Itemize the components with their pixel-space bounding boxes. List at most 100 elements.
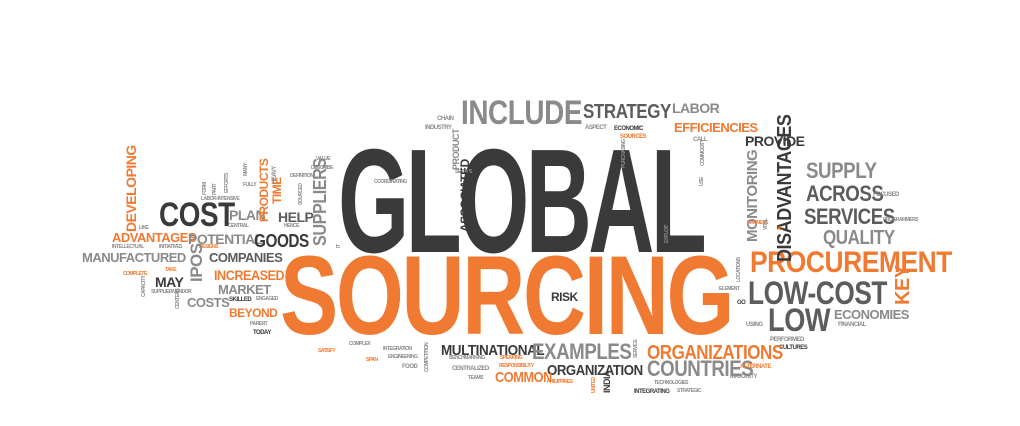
- word-key: KEY: [892, 265, 914, 305]
- word-cost: COST: [159, 196, 235, 234]
- word-initiatives: INITIATIVES: [159, 244, 183, 250]
- word-include: INCLUDE: [461, 94, 583, 132]
- word-benchmarking: BENCHMARKING: [449, 355, 485, 361]
- word-associated: ASSOCIATED: [458, 159, 472, 232]
- word-engineering: ENGINEERING: [388, 354, 418, 360]
- word-costs: COSTS: [187, 295, 230, 310]
- word-ipos: IPOS: [187, 243, 206, 282]
- word-products: PRODUCTS: [257, 158, 271, 222]
- word-part: PART: [212, 183, 218, 195]
- word-procurement: PROCUREMENT: [750, 246, 952, 279]
- word-competition: COMPETITION: [424, 342, 430, 372]
- word-aspect: ASPECT: [585, 125, 607, 131]
- word-companies: COMPANIES: [209, 250, 283, 265]
- word-majority: MAJORITY: [730, 374, 758, 380]
- word-manufactured: MANUFACTURED: [82, 250, 186, 265]
- word-strategy: STRATEGY: [583, 101, 671, 123]
- word-use: USE: [699, 177, 705, 186]
- word-coordinating: COORDINATING: [374, 179, 407, 185]
- word-plan: PLAN: [229, 207, 266, 223]
- word-economies: ECONOMIES: [834, 307, 909, 322]
- word-speaking: SPEAKING: [500, 355, 523, 361]
- word-designs: DESIGNS: [199, 244, 219, 250]
- word-sourced: SOURCED: [298, 183, 304, 205]
- word-supplier-vendor: SUPPLIER/VENDOR: [151, 289, 192, 295]
- word-fully: FULLY: [243, 182, 257, 188]
- word-integrating: INTEGRATING: [634, 389, 670, 395]
- word-efforts: EFFORTS: [224, 173, 230, 193]
- word-help: HELP: [278, 209, 314, 225]
- word-using: USING: [746, 322, 763, 328]
- word-increased: INCREASED: [214, 267, 285, 283]
- word-sourcing: SOURCING: [280, 233, 734, 358]
- word-india: INDIA: [602, 371, 612, 393]
- word-goods: GOODS: [254, 231, 309, 251]
- word-beyond: BEYOND: [229, 306, 278, 320]
- word-services: SERVICES: [804, 204, 895, 229]
- word-focused: FOCUSED: [873, 192, 899, 198]
- word-commodity: COMMODITY: [700, 139, 706, 166]
- word-cultures: CULTURES: [779, 345, 808, 351]
- word-definition: DEFINITION: [290, 173, 314, 179]
- word-complex: COMPLEX: [349, 341, 371, 347]
- word-industry: INDUSTRY: [425, 125, 452, 131]
- word-supply: SUPPLY: [806, 158, 877, 183]
- word-element: ELEMENT: [719, 286, 740, 292]
- word-al: AL: [777, 226, 783, 232]
- word-organization: ORGANIZATION: [547, 362, 643, 379]
- word-countries: COUNTRIES: [647, 356, 754, 381]
- word-economic: ECONOMIC: [614, 126, 644, 132]
- word-many: MANY: [243, 163, 249, 176]
- word-go: GO: [737, 300, 746, 306]
- word-capacity: CAPACITY: [141, 275, 147, 297]
- word-united: UNITED: [591, 377, 597, 393]
- word-centralized: CENTRALIZED: [452, 366, 489, 372]
- word-technologies: TECHNOLOGIES: [654, 380, 689, 386]
- word-labor-intensive: LABOR-INTENSIVE: [201, 196, 240, 202]
- word-sources: SOURCES: [620, 134, 647, 140]
- word-satisfy: SATISFY: [318, 348, 336, 354]
- word-monitoring: MONITORING: [744, 149, 761, 242]
- word-food: FOOD: [402, 364, 418, 370]
- word-quality: QUALITY: [823, 227, 895, 249]
- word-service: SERVICE: [633, 339, 639, 358]
- word-describe: DESCRIBE: [311, 165, 333, 171]
- word-parent: PARENT: [250, 321, 268, 327]
- word-complete: COMPLETE: [123, 271, 147, 277]
- word-across: ACROSS: [806, 181, 884, 206]
- word-alternate: ALTERNATE: [740, 364, 771, 370]
- word-chain: CHAIN: [437, 116, 454, 122]
- word-potential: POTENTIAL: [188, 231, 263, 247]
- word-heavy: HEAVY: [272, 166, 278, 184]
- word-disadvantages: DISADVANTAGES: [774, 114, 796, 262]
- word-philippines: PHILIPPINES: [547, 379, 573, 385]
- word-examples: EXAMPLES: [532, 339, 632, 364]
- word-financial: FINANCIAL: [838, 322, 866, 328]
- word-like: LIKE: [139, 225, 149, 231]
- word-efficiencies: EFFICIENCIES: [674, 120, 758, 135]
- word-form: FORM: [202, 182, 208, 195]
- word-hence: HENCE: [284, 223, 300, 229]
- word-programmers: PROGRAMMERS: [883, 217, 919, 223]
- word-developing: DEVELOPING: [123, 145, 139, 232]
- word-engaged: ENGAGED: [256, 296, 278, 302]
- word-may: MAY: [155, 274, 184, 290]
- word-suppliers: SUPPLIERS: [310, 158, 330, 246]
- word-low: LOW: [768, 302, 831, 338]
- word-exploit: EXPLOIT: [664, 225, 670, 243]
- word-performed: PERFORMED: [770, 337, 804, 343]
- word-multinational: MULTINATIONAL: [441, 342, 545, 359]
- word-centers: CENTERS: [175, 288, 181, 309]
- word-labor: LABOR: [672, 100, 720, 116]
- word-intellectual: INTELLECTUAL: [112, 244, 144, 250]
- word-today: TODAY: [253, 330, 271, 336]
- word-common: COMMON: [495, 369, 552, 386]
- word-market: MARKET: [218, 282, 271, 297]
- word-value: VALUE: [316, 156, 331, 162]
- word-setups: SETUPS: [455, 169, 473, 175]
- word-strategic: STRATEGIC: [677, 388, 702, 394]
- word-integration: INTEGRATION: [383, 346, 412, 352]
- word-central: CENTRAL: [228, 223, 249, 229]
- word-vital: VITAL: [763, 218, 769, 230]
